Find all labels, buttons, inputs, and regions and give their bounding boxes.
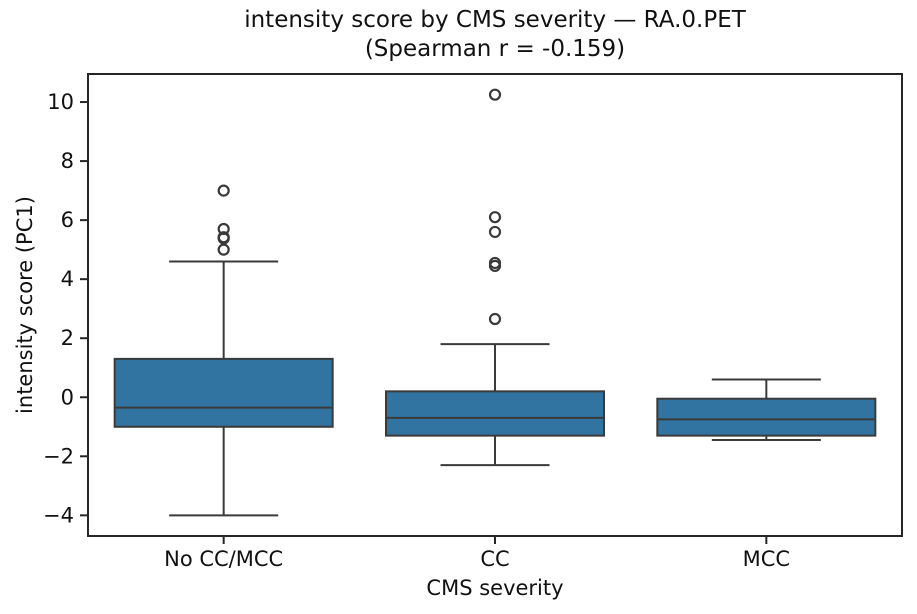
- y-tick-label: −4: [43, 503, 74, 527]
- chart-title-line2: (Spearman r = -0.159): [364, 35, 626, 62]
- outlier-marker: [488, 312, 502, 326]
- outlier-marker: [217, 243, 230, 256]
- chart-title: intensity score by CMS severity — RA.0.P…: [88, 6, 902, 64]
- outlier-marker: [488, 88, 502, 101]
- plot-frame: [87, 73, 903, 537]
- x-tick-label: No CC/MCC: [164, 547, 283, 571]
- y-tick-label: 8: [61, 149, 74, 173]
- y-tick-label: −2: [43, 444, 74, 468]
- outlier-marker: [217, 184, 230, 197]
- x-tick-label: CC: [480, 547, 509, 571]
- box-group-cc: [385, 88, 605, 467]
- x-axis-label: CMS severity: [426, 576, 564, 600]
- box-group-no-cc-mcc: [113, 184, 334, 517]
- y-tick-label: 4: [61, 267, 74, 291]
- outlier-marker: [488, 225, 502, 239]
- outlier-marker: [217, 222, 230, 236]
- y-tick-label: 0: [61, 385, 74, 409]
- outlier-marker: [488, 211, 502, 224]
- iqr-box: [385, 390, 605, 437]
- y-tick-label: 10: [47, 90, 74, 114]
- y-tick-label: 2: [61, 326, 74, 350]
- box-group-mcc: [656, 378, 877, 442]
- y-tick-label: 6: [61, 208, 74, 232]
- outlier-marker: [488, 256, 502, 270]
- x-tick-label: MCC: [743, 547, 790, 571]
- iqr-box: [113, 357, 334, 428]
- outlier-marker: [217, 231, 230, 244]
- chart-title-line1: intensity score by CMS severity — RA.0.P…: [244, 7, 746, 33]
- iqr-box: [656, 397, 877, 437]
